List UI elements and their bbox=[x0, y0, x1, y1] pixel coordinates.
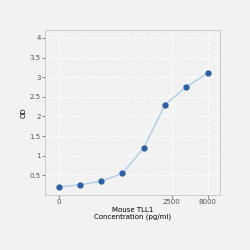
Point bbox=[99, 179, 103, 183]
Point bbox=[78, 183, 82, 187]
Point bbox=[120, 172, 124, 175]
Point bbox=[206, 71, 210, 75]
Point bbox=[163, 103, 167, 107]
X-axis label: Mouse TLL1
Concentration (pg/ml): Mouse TLL1 Concentration (pg/ml) bbox=[94, 206, 171, 220]
Point bbox=[142, 146, 146, 150]
Point bbox=[184, 85, 188, 89]
Y-axis label: OD: OD bbox=[21, 107, 27, 118]
Point bbox=[57, 185, 61, 189]
